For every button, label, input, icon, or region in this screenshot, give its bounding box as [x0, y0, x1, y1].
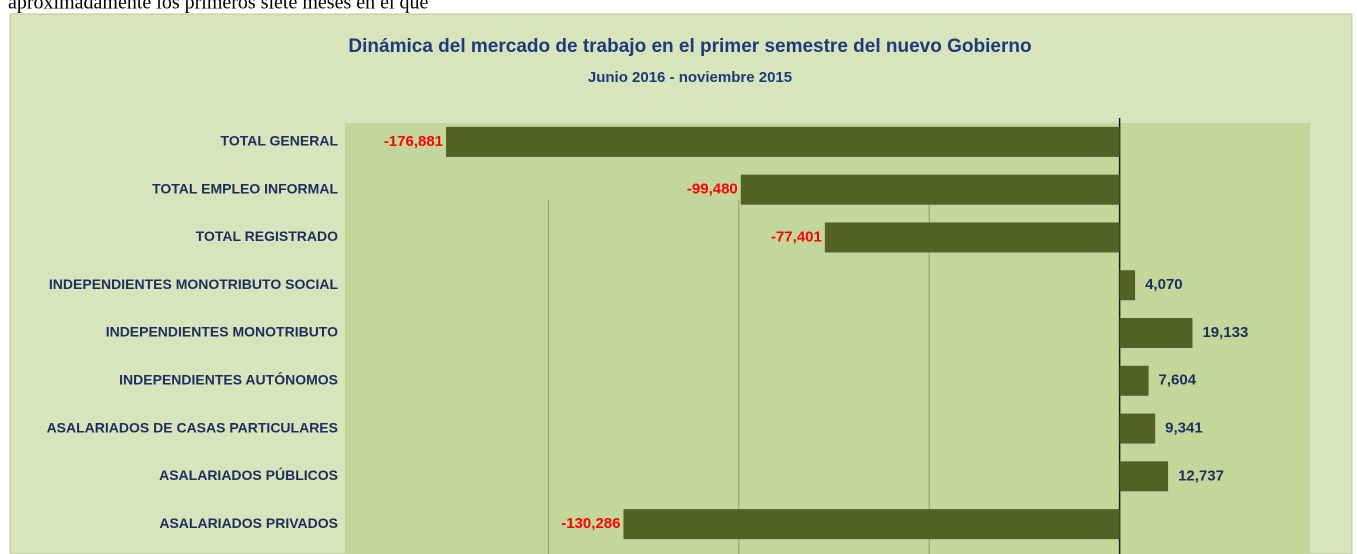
- bar: [1119, 365, 1149, 396]
- category-label: INDEPENDIENTES MONOTRIBUTO SOCIAL: [49, 276, 339, 292]
- bar: [824, 222, 1120, 253]
- data-label: 19,133: [1202, 324, 1248, 341]
- chart-subtitle: Junio 2016 - noviembre 2015: [588, 69, 792, 86]
- data-label: 4,070: [1145, 276, 1183, 293]
- data-label: -130,286: [561, 515, 620, 532]
- data-label: -176,881: [384, 133, 443, 150]
- category-label: INDEPENDIENTES AUTÓNOMOS: [119, 370, 338, 387]
- bar: [1119, 461, 1169, 492]
- data-label: -99,480: [687, 181, 738, 198]
- data-label: 7,604: [1159, 372, 1197, 389]
- intro-text: aproximadamente los primeros siete meses…: [8, 0, 429, 14]
- category-label: ASALARIADOS PÚBLICOS: [159, 466, 338, 483]
- category-label: TOTAL EMPLEO INFORMAL: [152, 180, 338, 196]
- bar: [1119, 413, 1156, 444]
- data-label: 9,341: [1165, 420, 1203, 437]
- category-label: ASALARIADOS DE CASAS PARTICULARES: [47, 419, 338, 435]
- bar: [623, 509, 1120, 540]
- data-label: -77,401: [771, 228, 822, 245]
- category-label: TOTAL REGISTRADO: [196, 228, 338, 244]
- bar: [740, 174, 1120, 205]
- category-label: ASALARIADOS PRIVADOS: [159, 515, 338, 531]
- data-label: 12,737: [1178, 467, 1224, 484]
- category-label: TOTAL GENERAL: [221, 133, 339, 149]
- bar: [446, 126, 1120, 157]
- bar: [1119, 270, 1136, 301]
- bar: [1119, 318, 1193, 348]
- chart-title: Dinámica del mercado de trabajo en el pr…: [348, 36, 1031, 57]
- category-label: INDEPENDIENTES MONOTRIBUTO: [106, 324, 338, 340]
